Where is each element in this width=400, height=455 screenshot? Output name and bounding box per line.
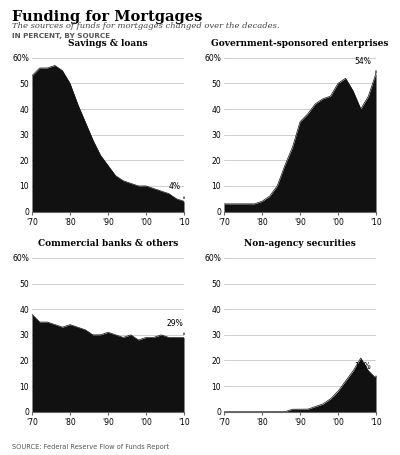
Text: IN PERCENT, BY SOURCE: IN PERCENT, BY SOURCE xyxy=(12,33,110,39)
Title: Commercial banks & others: Commercial banks & others xyxy=(38,239,178,248)
Title: Government-sponsored enterprises: Government-sponsored enterprises xyxy=(211,39,389,48)
Text: SOURCE: Federal Reserve Flow of Funds Report: SOURCE: Federal Reserve Flow of Funds Re… xyxy=(12,444,169,450)
Text: Funding for Mortgages: Funding for Mortgages xyxy=(12,10,202,24)
Text: The sources of funds for mortgages changed over the decades.: The sources of funds for mortgages chang… xyxy=(12,22,280,30)
Text: 13%: 13% xyxy=(354,362,371,371)
Title: Non-agency securities: Non-agency securities xyxy=(244,239,356,248)
Title: Savings & loans: Savings & loans xyxy=(68,39,148,48)
Text: 54%: 54% xyxy=(354,57,371,66)
Text: 29%: 29% xyxy=(166,318,183,328)
Text: 4%: 4% xyxy=(168,182,180,192)
